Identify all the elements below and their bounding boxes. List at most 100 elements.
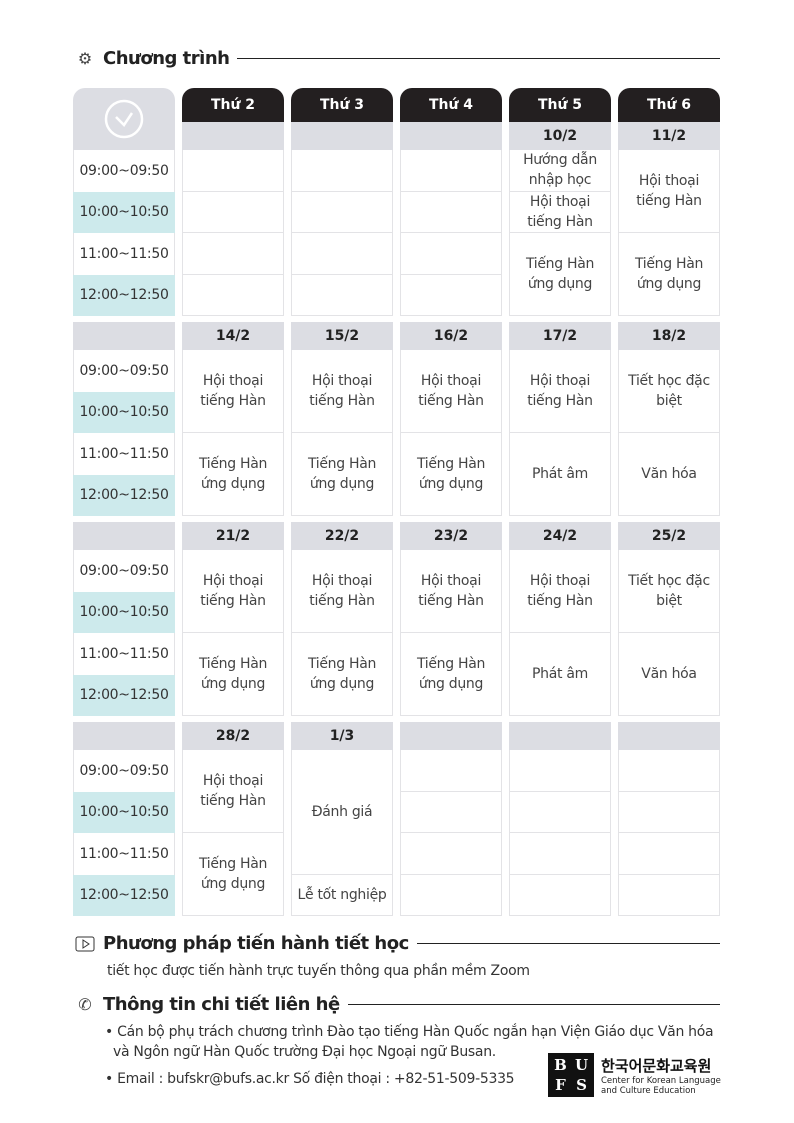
date-cell: 11/2 (618, 122, 720, 150)
class-cell: Hội thoại tiếng Hàn (509, 191, 611, 233)
empty-cell (291, 274, 393, 316)
week-block: 09:00~09:50 10:00~10:50 11:00~11:50 12:00~1… (73, 722, 720, 916)
empty-cell (182, 233, 284, 275)
date-cell (618, 722, 720, 750)
class-cell: Tiếng Hàn ứng dụng (182, 833, 284, 916)
date-cell (291, 122, 393, 150)
date-cell: 25/2 (618, 522, 720, 550)
phone-icon: ✆ (78, 995, 92, 1014)
class-cell: Lễ tốt nghiệp (291, 874, 393, 916)
week-block: 09:00~09:50 10:00~10:50 11:00~11:50 12:00~1… (73, 322, 720, 516)
class-cell: Hội thoại tiếng Hàn (400, 350, 502, 433)
logo-korean: 한국어문화교육원 (601, 1056, 712, 1075)
date-cell: 18/2 (618, 322, 720, 350)
class-cell: Hội thoại tiếng Hàn (400, 550, 502, 633)
day-column (400, 122, 502, 316)
empty-cell (400, 274, 502, 316)
time-slot: 09:00~09:50 (73, 150, 175, 192)
empty-cell (400, 833, 502, 875)
empty-cell (509, 874, 611, 916)
empty-cell (400, 750, 502, 792)
time-date-spacer (73, 522, 175, 550)
time-slot: 09:00~09:50 (73, 750, 175, 792)
class-cell: Tiết học đặc biệt (618, 550, 720, 633)
day-column: 25/2 Tiết học đặc biệt Văn hóa (618, 522, 720, 716)
empty-cell (509, 750, 611, 792)
day-header: Thứ 4 (400, 88, 502, 122)
class-cell: Tiếng Hàn ứng dụng (400, 633, 502, 716)
time-column: 09:00~09:50 10:00~10:50 11:00~11:50 12:00~1… (73, 122, 175, 316)
empty-cell (400, 191, 502, 233)
class-cell: Hướng dẫn nhập học (509, 150, 611, 192)
class-cell: Hội thoại tiếng Hàn (182, 350, 284, 433)
class-cell: Hội thoại tiếng Hàn (291, 550, 393, 633)
empty-cell (400, 791, 502, 833)
day-column: 24/2 Hội thoại tiếng Hàn Phát âm (509, 522, 611, 716)
divider (237, 58, 720, 59)
day-column: 22/2 Hội thoại tiếng Hàn Tiếng Hàn ứng dụn… (291, 522, 393, 716)
empty-cell (618, 791, 720, 833)
time-date-spacer (73, 722, 175, 750)
day-header: Thứ 2 (182, 88, 284, 122)
date-cell (400, 122, 502, 150)
empty-cell (182, 274, 284, 316)
day-column: 16/2 Hội thoại tiếng Hàn Tiếng Hàn ứng dụn… (400, 322, 502, 516)
empty-cell (182, 150, 284, 192)
day-column (291, 122, 393, 316)
time-slot: 11:00~11:50 (73, 233, 175, 275)
contact-section-title: ✆ Thông tin chi tiết liên hệ (73, 994, 720, 1015)
program-title: Chương trình (103, 48, 230, 69)
class-cell: Đánh giá (291, 750, 393, 875)
schedule-header: Thứ 2 Thứ 3 Thứ 4 Thứ 5 Thứ 6 (73, 88, 720, 139)
date-cell (400, 722, 502, 750)
class-cell: Văn hóa (618, 433, 720, 516)
day-column: 14/2 Hội thoại tiếng Hàn Tiếng Hàn ứng dụn… (182, 322, 284, 516)
contact-line-1: • Cán bộ phụ trách chương trình Đào tạo … (105, 1024, 714, 1040)
date-cell: 10/2 (509, 122, 611, 150)
date-cell: 24/2 (509, 522, 611, 550)
time-column: 09:00~09:50 10:00~10:50 11:00~11:50 12:00~1… (73, 722, 175, 916)
day-header: Thứ 5 (509, 88, 611, 122)
day-column: 23/2 Hội thoại tiếng Hàn Tiếng Hàn ứng dụn… (400, 522, 502, 716)
empty-cell (400, 233, 502, 275)
date-cell (182, 122, 284, 150)
day-column: 10/2 Hướng dẫn nhập học Hội thoại tiếng Hà… (509, 122, 611, 316)
time-slot: 10:00~10:50 (73, 191, 175, 233)
method-title: Phương pháp tiến hành tiết học (103, 933, 409, 954)
contact-title: Thông tin chi tiết liên hệ (103, 994, 340, 1015)
time-slot: 12:00~12:50 (73, 474, 175, 516)
time-slot: 10:00~10:50 (73, 391, 175, 433)
time-slot: 10:00~10:50 (73, 591, 175, 633)
empty-cell (509, 833, 611, 875)
logo-english: and Culture Education (601, 1085, 696, 1096)
day-header: Thứ 6 (618, 88, 720, 122)
date-cell: 14/2 (182, 322, 284, 350)
date-cell: 21/2 (182, 522, 284, 550)
time-header (73, 88, 175, 139)
class-cell: Tiếng Hàn ứng dụng (291, 633, 393, 716)
time-slot: 09:00~09:50 (73, 350, 175, 392)
class-cell: Tiếng Hàn ứng dụng (509, 233, 611, 316)
empty-cell (291, 191, 393, 233)
class-cell: Hội thoại tiếng Hàn (182, 750, 284, 833)
logo-english: Center for Korean Language (601, 1075, 721, 1086)
contact-line-2: và Ngôn ngữ Hàn Quốc trường Đại học Ngoạ… (113, 1044, 496, 1060)
empty-cell (182, 191, 284, 233)
class-cell: Phát âm (509, 633, 611, 716)
class-cell: Phát âm (509, 433, 611, 516)
empty-cell (291, 233, 393, 275)
time-slot: 09:00~09:50 (73, 550, 175, 592)
time-column: 09:00~09:50 10:00~10:50 11:00~11:50 12:00~1… (73, 522, 175, 716)
class-cell: Tiếng Hàn ứng dụng (182, 633, 284, 716)
day-column: 17/2 Hội thoại tiếng Hàn Phát âm (509, 322, 611, 516)
day-column: 1/3 Đánh giá Lễ tốt nghiệp (291, 722, 393, 916)
date-cell: 15/2 (291, 322, 393, 350)
time-date-spacer (73, 322, 175, 350)
divider (416, 943, 720, 944)
time-slot: 12:00~12:50 (73, 674, 175, 716)
day-column (400, 722, 502, 916)
empty-cell (291, 150, 393, 192)
date-cell: 16/2 (400, 322, 502, 350)
